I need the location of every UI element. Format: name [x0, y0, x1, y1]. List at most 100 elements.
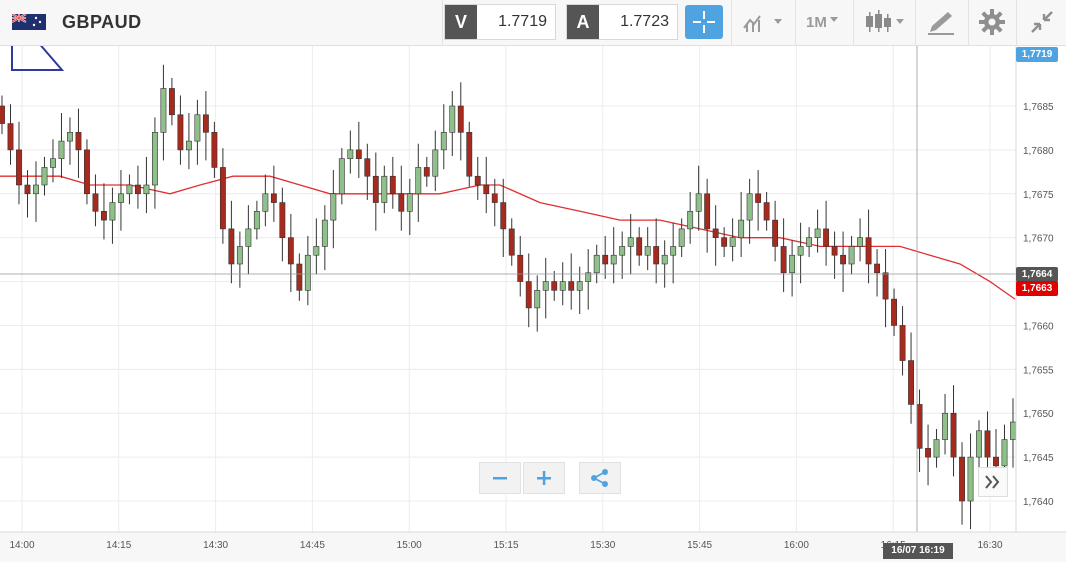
plus-icon — [537, 471, 551, 485]
y-tick-label: 1,7650 — [1023, 409, 1054, 420]
crosshair-lines — [0, 46, 1016, 532]
candle — [542, 257, 549, 319]
candle — [695, 165, 702, 231]
toolbar: GBPAUD V 1.7719 A 1.7723 1M — [0, 0, 1066, 46]
candle — [899, 306, 906, 376]
candle — [16, 121, 22, 205]
candle — [517, 235, 524, 297]
candle — [457, 82, 464, 161]
candle — [704, 178, 711, 253]
toolbar-separator — [1016, 0, 1017, 46]
candle — [338, 148, 345, 205]
candle — [245, 205, 252, 275]
x-tick-label: 14:00 — [9, 540, 34, 551]
candle — [636, 227, 643, 266]
candle — [75, 108, 82, 178]
candle — [661, 240, 668, 288]
candle — [568, 253, 575, 310]
candle — [593, 244, 600, 284]
chart-grid — [0, 46, 1016, 532]
x-tick-label: 15:15 — [493, 540, 518, 551]
candle — [202, 91, 209, 161]
candle — [814, 209, 821, 253]
candle — [976, 420, 982, 468]
x-tick-label: 16:30 — [977, 540, 1002, 551]
share-icon — [591, 469, 608, 487]
drawing-tools-button[interactable] — [922, 4, 962, 40]
candle — [721, 227, 728, 257]
candle — [347, 130, 354, 174]
indicators-button[interactable] — [740, 4, 790, 40]
candle — [908, 332, 914, 424]
candle — [602, 235, 609, 279]
candle — [483, 156, 490, 214]
candle — [746, 178, 753, 244]
candle — [58, 113, 65, 178]
pencil-icon — [928, 12, 954, 35]
collapse-button[interactable] — [1024, 4, 1060, 40]
candle — [840, 231, 847, 293]
y-tick-label: 1,7655 — [1023, 365, 1054, 376]
candle — [398, 165, 405, 231]
candle — [653, 218, 660, 284]
candle — [466, 121, 473, 187]
crosshair-button[interactable] — [685, 5, 723, 39]
scroll-to-latest-button[interactable] — [978, 467, 1008, 497]
candle — [797, 222, 804, 284]
instrument-symbol[interactable]: GBPAUD — [62, 12, 142, 32]
candlestick-icon — [866, 10, 904, 32]
candle — [670, 222, 677, 284]
chart-type-button[interactable] — [860, 4, 910, 40]
candle — [177, 95, 184, 165]
candle — [160, 64, 167, 161]
x-tick-label: 14:45 — [300, 540, 325, 551]
current-price-label: 1,7663 — [1016, 281, 1058, 296]
candle — [933, 429, 940, 468]
candle — [882, 249, 889, 328]
candle — [925, 424, 931, 486]
candle — [950, 385, 957, 477]
candle — [967, 433, 974, 530]
candle — [126, 174, 133, 205]
bid-price-button[interactable]: V 1.7719 — [444, 4, 556, 40]
y-tick-label: 1,7660 — [1023, 321, 1054, 332]
candle — [0, 95, 5, 135]
x-tick-label: 15:30 — [590, 540, 615, 551]
y-tick-label: 1,7645 — [1023, 453, 1054, 464]
zoom-in-button[interactable] — [523, 462, 565, 494]
candle — [449, 91, 456, 157]
candle — [729, 218, 736, 262]
candle — [491, 178, 498, 227]
toolbar-separator — [915, 0, 916, 46]
gear-icon — [979, 9, 1005, 35]
candle — [789, 240, 796, 297]
candle — [372, 152, 379, 231]
x-tick-label: 16:00 — [784, 540, 809, 551]
timeframe-button[interactable]: 1M — [800, 4, 850, 40]
y-tick-label: 1,7640 — [1023, 497, 1054, 508]
y-tick-label: 1,7680 — [1023, 146, 1054, 157]
candle — [134, 165, 141, 209]
ask-price-button[interactable]: A 1.7723 — [566, 4, 678, 40]
candlestick-series — [0, 64, 1016, 530]
candle — [304, 235, 311, 306]
candle — [500, 178, 507, 257]
share-button[interactable] — [579, 462, 621, 494]
candle — [423, 156, 430, 187]
candle — [891, 288, 897, 336]
settings-button[interactable] — [974, 4, 1010, 40]
zoom-out-button[interactable] — [479, 462, 521, 494]
timeframe-label: 1M — [806, 14, 827, 31]
candle — [525, 253, 532, 328]
candle — [874, 249, 881, 297]
candle — [559, 262, 566, 306]
candle — [143, 156, 150, 214]
candle — [406, 178, 413, 236]
candle — [253, 200, 260, 240]
candle — [959, 442, 965, 525]
candle — [287, 213, 294, 293]
candle — [194, 99, 201, 165]
candle — [772, 200, 779, 262]
candle — [619, 231, 626, 279]
draw-triangle-shape[interactable] — [11, 46, 65, 71]
